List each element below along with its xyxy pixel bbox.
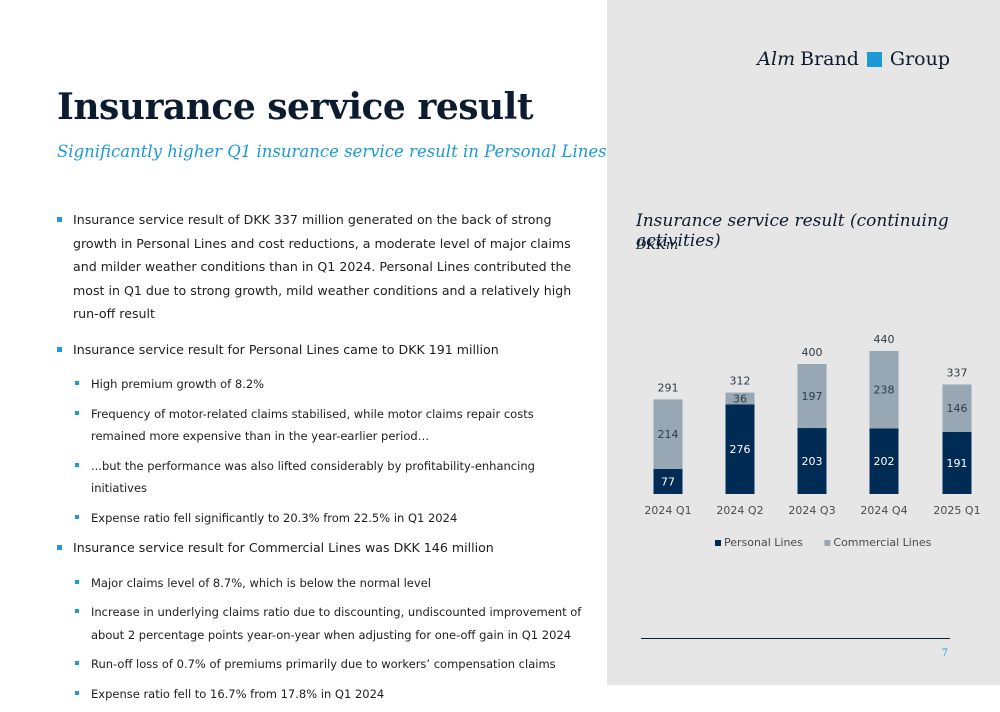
bar-personal-lines xyxy=(653,468,683,494)
logo-word-alm: Alm xyxy=(757,48,796,70)
x-tick-label: 2024 Q2 xyxy=(716,504,763,517)
data-label-personal: 202 xyxy=(874,455,895,468)
bar-personal-lines xyxy=(797,428,827,494)
data-label-personal: 276 xyxy=(730,443,751,456)
total-label: 440 xyxy=(874,333,895,346)
legend-swatch xyxy=(715,540,721,546)
x-tick-label: 2024 Q4 xyxy=(860,504,907,517)
legend-swatch xyxy=(824,540,831,546)
logo-square-icon xyxy=(866,51,882,67)
bar-personal-lines xyxy=(942,431,972,494)
content-panel: Insurance service result Significantly h… xyxy=(57,86,607,701)
total-label: 312 xyxy=(730,375,751,388)
bar-personal-lines xyxy=(725,404,755,494)
data-label-commercial: 146 xyxy=(947,402,968,415)
x-tick-label: 2025 Q1 xyxy=(933,504,980,517)
total-label: 400 xyxy=(802,346,823,359)
data-label-personal: 203 xyxy=(802,455,823,468)
logo-word-group: Group xyxy=(889,48,950,70)
bullet-item: Insurance service result of DKK 337 mill… xyxy=(57,208,587,326)
legend-personal-lines: Personal Lines xyxy=(724,536,803,549)
sub-bullet-item: ...but the performance was also lifted c… xyxy=(57,455,587,500)
bullet-item: Insurance service result for Personal Li… xyxy=(57,338,587,362)
data-label-commercial: 238 xyxy=(874,384,895,397)
data-label-commercial: 214 xyxy=(658,428,679,441)
chart-panel xyxy=(607,0,1000,685)
brand-logo: Alm Brand Group xyxy=(757,48,950,70)
bar-commercial-lines xyxy=(725,392,755,405)
total-label: 337 xyxy=(947,366,968,379)
bar-commercial-lines xyxy=(797,364,827,429)
legend-commercial-lines: Commercial Lines xyxy=(833,536,931,549)
bar-commercial-lines xyxy=(942,384,972,432)
stacked-bar-chart: 77 214 291 2024 Q1 276 36 312 2024 Q2 203 197 400 2… xyxy=(644,333,980,549)
bullet-item: Insurance service result for Commercial … xyxy=(57,536,587,560)
footer-divider xyxy=(641,638,950,639)
x-tick-label: 2024 Q1 xyxy=(644,504,691,517)
data-label-personal: 77 xyxy=(661,475,675,488)
x-tick-label: 2024 Q3 xyxy=(788,504,835,517)
sub-bullet-item: Increase in underlying claims ratio due … xyxy=(57,601,587,646)
chart-unit: DKKm xyxy=(636,238,679,253)
sub-bullet-item: Major claims level of 8.7%, which is bel… xyxy=(57,572,587,595)
sub-bullet-item: Frequency of motor-related claims stabil… xyxy=(57,403,587,448)
chart-title: Insurance service result (continuing act… xyxy=(636,211,949,251)
logo-word-brand: Brand xyxy=(800,48,859,70)
bar-commercial-lines xyxy=(653,399,683,469)
total-label: 291 xyxy=(658,381,679,394)
sub-bullet-item: Run-off loss of 0.7% of premiums primari… xyxy=(57,653,587,676)
page-title: Insurance service result xyxy=(57,86,534,128)
bar-personal-lines xyxy=(869,428,899,494)
sub-bullet-item: Expense ratio fell to 16.7% from 17.8% i… xyxy=(57,683,587,706)
data-label-commercial: 197 xyxy=(802,390,823,403)
bar-commercial-lines xyxy=(869,351,899,429)
bullet-list: Insurance service result of DKK 337 mill… xyxy=(57,208,587,712)
sub-bullet-item: High premium growth of 8.2% xyxy=(57,373,587,396)
data-label-personal: 191 xyxy=(947,457,968,470)
page-number: 7 xyxy=(941,648,948,659)
data-label-commercial: 36 xyxy=(733,392,747,405)
sub-bullet-item: Expense ratio fell significantly to 20.3… xyxy=(57,507,587,530)
page-subtitle: Significantly higher Q1 insurance servic… xyxy=(57,142,607,161)
